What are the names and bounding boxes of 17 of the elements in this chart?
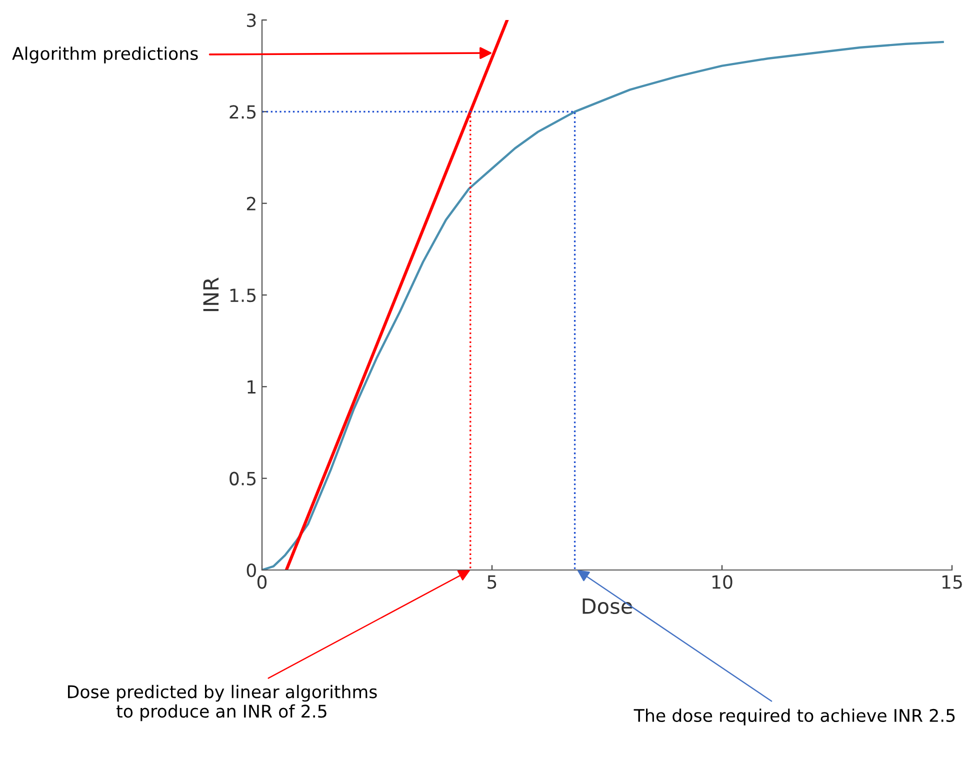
- y-tick-label: 1.5: [230, 288, 256, 302]
- y-tick-label: 1: [248, 380, 256, 394]
- y-tick-label: 0: [246, 563, 256, 578]
- annotation: Dose predicted by linear algorithms to produce an INR of 2.5: [68, 684, 377, 722]
- y-tick-label: 3: [247, 13, 256, 28]
- y-tick-label: 2.5: [230, 105, 256, 119]
- x-tick-label: 15: [942, 575, 962, 589]
- y-tick-label: 2: [246, 196, 256, 210]
- annotation: Algorithm predictions: [12, 46, 198, 64]
- line-series: [262, 40, 944, 570]
- y-axis-title: INR: [203, 278, 219, 312]
- y-tick-label: 0.5: [230, 472, 256, 486]
- x-tick-label: 5: [488, 575, 496, 589]
- x-tick-label: 10: [712, 575, 732, 589]
- annotation: The dose required to achieve INR 2.5: [634, 708, 955, 726]
- x-tick-label: 0: [257, 575, 267, 589]
- x-axis-title: Dose: [582, 598, 632, 614]
